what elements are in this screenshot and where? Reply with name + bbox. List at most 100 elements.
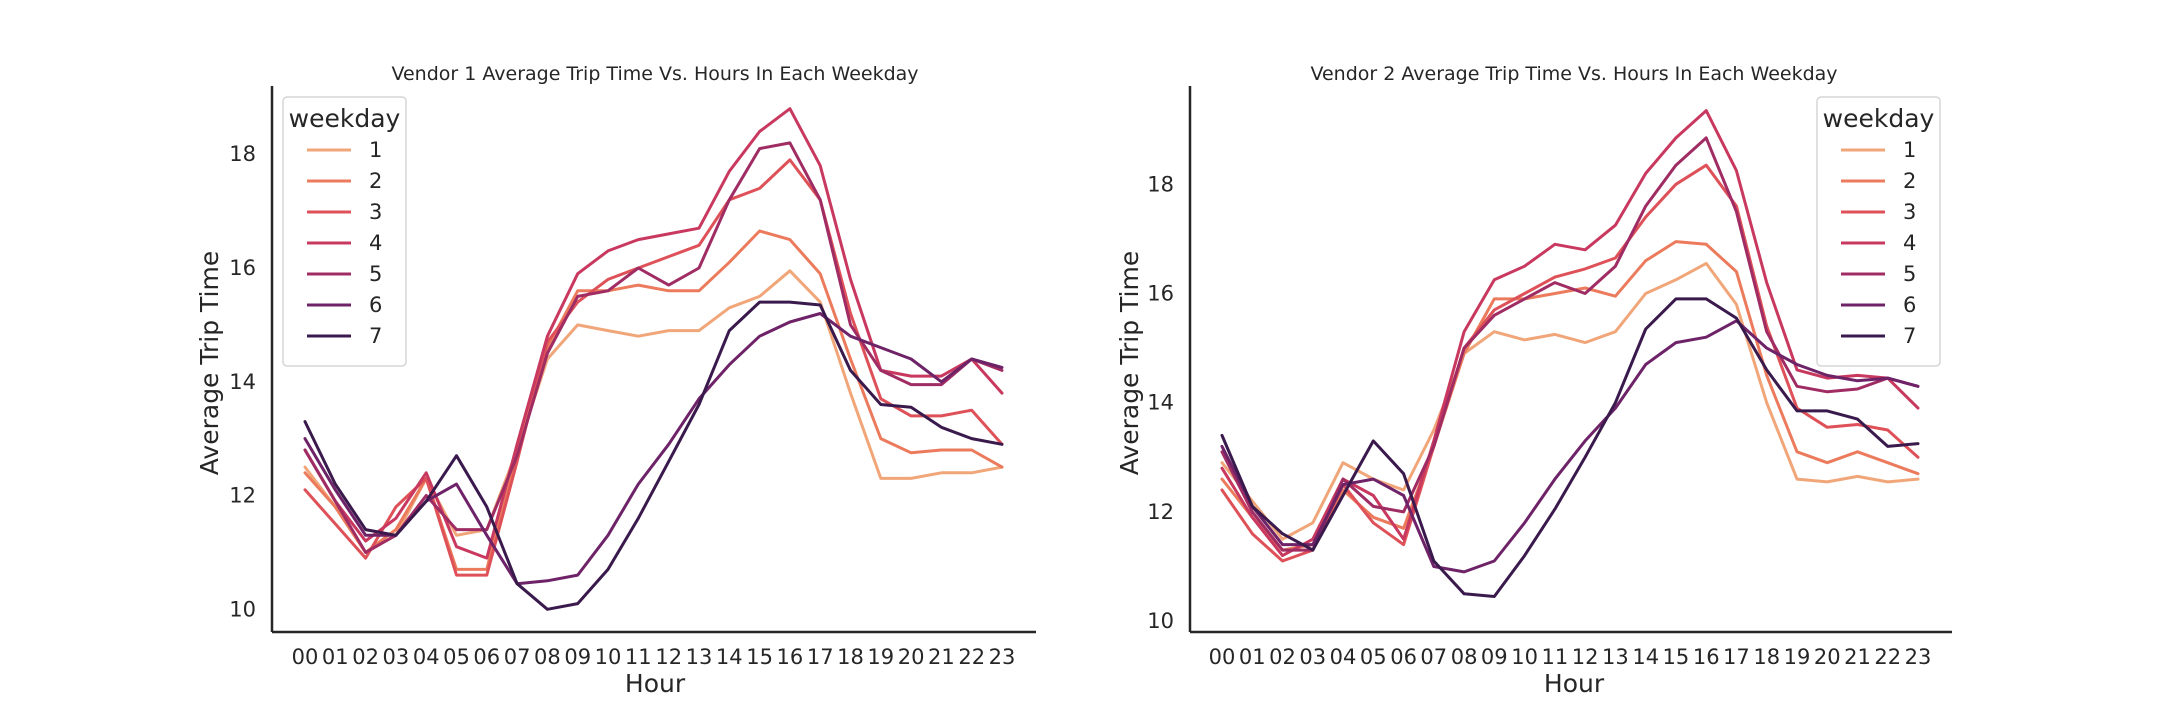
x-tick-label: 02 xyxy=(352,645,379,669)
y-tick-label: 10 xyxy=(1147,609,1174,633)
chart-vendor-2: Vendor 2 Average Trip Time Vs. Hours In … xyxy=(1115,63,1952,698)
x-tick-label: 15 xyxy=(746,645,773,669)
axes xyxy=(1188,86,1952,634)
x-tick-label: 22 xyxy=(1874,645,1901,669)
x-tick-label: 16 xyxy=(1693,645,1720,669)
x-tick-label: 23 xyxy=(989,645,1016,669)
x-tick-label: 20 xyxy=(898,645,925,669)
legend-title: weekday xyxy=(1823,104,1935,133)
y-tick-label: 16 xyxy=(1147,282,1174,306)
legend-label-3: 3 xyxy=(369,200,382,224)
x-tick-label: 04 xyxy=(1330,645,1357,669)
x-tick-label: 10 xyxy=(1511,645,1538,669)
x-tick-label: 08 xyxy=(534,645,561,669)
x-tick-label: 12 xyxy=(655,645,682,669)
y-tick-label: 12 xyxy=(229,484,256,508)
x-tick-label: 16 xyxy=(777,645,804,669)
x-tick-label: 01 xyxy=(1239,645,1266,669)
x-tick-label: 07 xyxy=(1420,645,1447,669)
x-tick-label: 18 xyxy=(837,645,864,669)
series-line-6 xyxy=(1220,319,1920,574)
chart-vendor-1: Vendor 1 Average Trip Time Vs. Hours In … xyxy=(195,63,1036,698)
axes xyxy=(270,86,1036,634)
x-tick-label: 23 xyxy=(1905,645,1932,669)
x-tick-label: 00 xyxy=(1209,645,1236,669)
x-ticks: 00 01 02 03 04 05 06 07 08 09 10 11 12 13 14 15 16 17 18 19… xyxy=(1209,645,1932,669)
series-line-4 xyxy=(1220,109,1920,558)
chart-title: Vendor 1 Average Trip Time Vs. Hours In … xyxy=(391,63,918,85)
x-tick-label: 21 xyxy=(1844,645,1871,669)
legend-label-6: 6 xyxy=(369,293,382,317)
x-tick-label: 13 xyxy=(1602,645,1629,669)
x-tick-label: 17 xyxy=(807,645,834,669)
series-line-6 xyxy=(303,312,1004,586)
series-line-2 xyxy=(1220,240,1920,552)
x-tick-label: 11 xyxy=(625,645,652,669)
y-ticks: 10 12 14 16 18 xyxy=(1147,172,1174,633)
x-tick-label: 19 xyxy=(1784,645,1811,669)
x-tick-label: 20 xyxy=(1814,645,1841,669)
legend-label-5: 5 xyxy=(1903,262,1916,286)
y-tick-label: 18 xyxy=(1147,172,1174,196)
series-line-5 xyxy=(1220,136,1920,552)
x-tick-label: 09 xyxy=(564,645,591,669)
y-tick-label: 14 xyxy=(1147,391,1174,415)
x-tick-label: 08 xyxy=(1451,645,1478,669)
x-ticks: 00 01 02 03 04 05 06 07 08 09 10 11 12 13 14 15 16 17 18 19… xyxy=(292,645,1016,669)
legend-label-4: 4 xyxy=(369,231,382,255)
series-lines xyxy=(303,107,1004,611)
series-line-5 xyxy=(303,141,1004,554)
x-tick-label: 17 xyxy=(1723,645,1750,669)
legend: weekday 1 2 3 4 5 6 7 xyxy=(1816,96,1941,367)
series-line-7 xyxy=(1220,297,1920,598)
x-tick-label: 13 xyxy=(686,645,713,669)
legend-label-2: 2 xyxy=(1903,169,1916,193)
y-tick-label: 14 xyxy=(229,370,256,394)
x-tick-label: 22 xyxy=(958,645,985,669)
y-tick-label: 12 xyxy=(1147,500,1174,524)
x-tick-label: 07 xyxy=(504,645,531,669)
legend-frame xyxy=(282,96,407,367)
x-tick-label: 15 xyxy=(1663,645,1690,669)
x-tick-label: 00 xyxy=(292,645,319,669)
y-tick-label: 16 xyxy=(229,256,256,280)
series-line-3 xyxy=(303,158,1004,577)
x-tick-label: 01 xyxy=(322,645,349,669)
legend-label-1: 1 xyxy=(1903,138,1916,162)
series-line-3 xyxy=(1220,163,1920,563)
x-tick-label: 10 xyxy=(595,645,622,669)
chart-title: Vendor 2 Average Trip Time Vs. Hours In … xyxy=(1310,63,1837,85)
x-tick-label: 05 xyxy=(1360,645,1387,669)
series-line-1 xyxy=(1220,261,1920,541)
x-axis-label: Hour xyxy=(1544,669,1605,698)
series-lines xyxy=(1220,109,1920,598)
legend-label-7: 7 xyxy=(1903,324,1916,348)
legend-label-7: 7 xyxy=(369,324,382,348)
legend-label-4: 4 xyxy=(1903,231,1916,255)
legend-label-1: 1 xyxy=(369,138,382,162)
y-axis-label: Average Trip Time xyxy=(1115,251,1144,475)
y-ticks: 10 12 14 16 18 xyxy=(229,142,256,621)
legend-label-3: 3 xyxy=(1903,200,1916,224)
legend-label-5: 5 xyxy=(369,262,382,286)
y-tick-label: 10 xyxy=(229,597,256,621)
legend-label-6: 6 xyxy=(1903,293,1916,317)
series-line-1 xyxy=(303,269,1004,554)
x-tick-label: 06 xyxy=(1390,645,1417,669)
x-axis-label: Hour xyxy=(625,669,686,698)
x-tick-label: 03 xyxy=(1299,645,1326,669)
y-axis-label: Average Trip Time xyxy=(195,251,224,475)
x-tick-label: 14 xyxy=(716,645,743,669)
x-tick-label: 11 xyxy=(1542,645,1569,669)
legend-frame xyxy=(1816,96,1941,367)
x-tick-label: 02 xyxy=(1269,645,1296,669)
series-line-2 xyxy=(303,229,1004,571)
series-line-7 xyxy=(303,300,1004,611)
x-tick-label: 12 xyxy=(1572,645,1599,669)
x-tick-label: 14 xyxy=(1632,645,1659,669)
x-tick-label: 05 xyxy=(443,645,470,669)
x-tick-label: 21 xyxy=(928,645,955,669)
legend: weekday 1 2 3 4 5 6 7 xyxy=(282,96,407,367)
